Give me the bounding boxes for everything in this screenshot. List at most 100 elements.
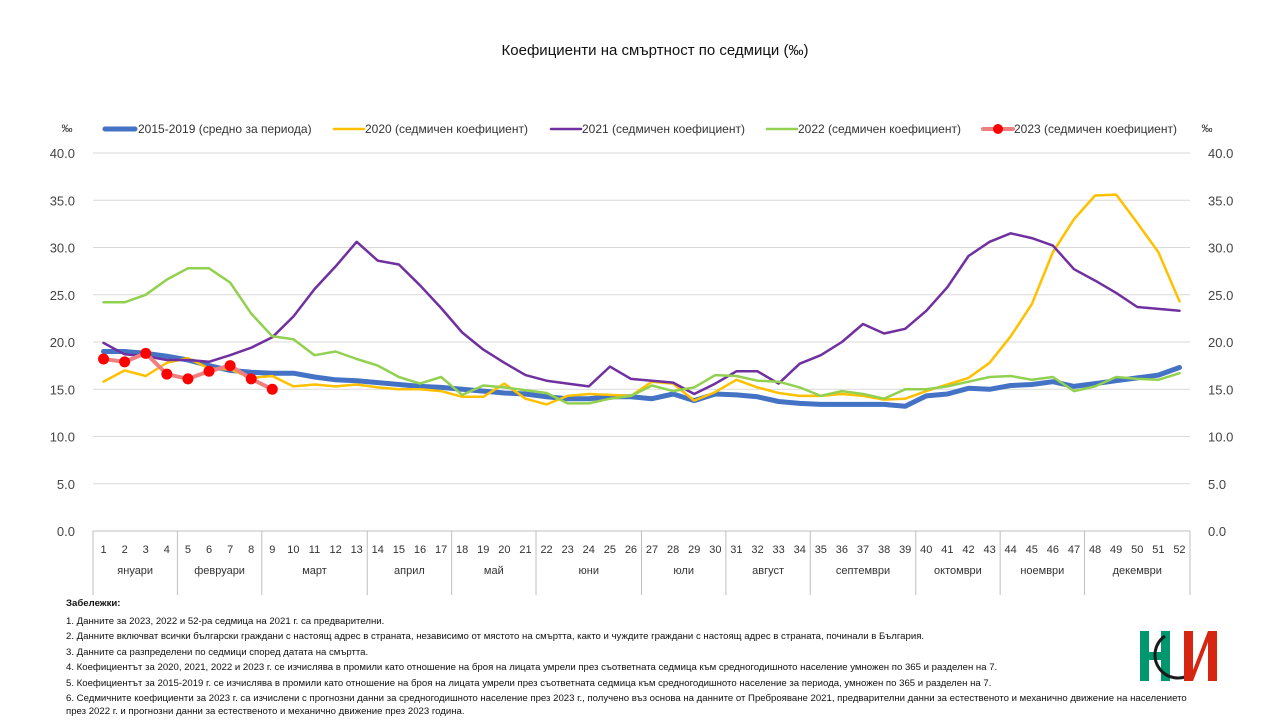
y-tick-label-left: 30.0: [50, 241, 75, 256]
month-label: февруари: [194, 565, 245, 577]
y-axis-right-unit: ‰: [1202, 123, 1213, 135]
x-tick-label: 45: [1026, 544, 1038, 556]
data-point: [266, 383, 278, 395]
note-6: 6. Седмичните коефициенти за 2023 г. са …: [66, 692, 1187, 717]
x-tick-label: 23: [562, 544, 574, 556]
month-label: септември: [836, 565, 890, 577]
x-tick-label: 42: [962, 544, 974, 556]
note-3: 3. Данните са разпределени по седмици сп…: [66, 646, 369, 658]
y-tick-label-right: 0.0: [1208, 524, 1226, 539]
y-axis-left: 0.0 5.0 10.0 15.0 20.0 25.0 30.0 35.0 40.0: [50, 146, 75, 539]
x-tick-label: 15: [393, 544, 405, 556]
y-tick-label-left: 20.0: [50, 335, 75, 350]
note-4: 4. Коефициентът за 2020, 2021, 2022 и 20…: [66, 662, 998, 674]
notes: Забележки: 1. Данните за 2023, 2022 и 52…: [66, 596, 1206, 718]
month-label: юни: [579, 565, 599, 577]
x-tick-label: 1: [100, 544, 106, 556]
month-label: декември: [1113, 565, 1162, 577]
legend-label: 2021 (седмичен коефициент): [582, 122, 745, 136]
y-tick-label-left: 5.0: [57, 477, 75, 492]
x-tick-label: 25: [604, 544, 616, 556]
legend-label: 2022 (седмичен коефициент): [798, 122, 961, 136]
x-tick-label: 41: [941, 544, 953, 556]
month-label: март: [302, 565, 327, 577]
x-tick-label: 18: [456, 544, 468, 556]
x-tick-label: 37: [857, 544, 869, 556]
legend-label: 2023 (седмичен коефициент): [1014, 122, 1177, 136]
y-tick-label-right: 15.0: [1208, 382, 1233, 397]
x-tick-label: 17: [435, 544, 447, 556]
y-tick-label-right: 20.0: [1208, 335, 1233, 350]
legend-label: 2015-2019 (средно за периода): [138, 122, 312, 136]
y-tick-label-left: 25.0: [50, 288, 75, 303]
data-point: [140, 347, 152, 359]
legend: 2015-2019 (средно за периода) 2020 (седми…: [102, 122, 1177, 136]
legend-label: 2020 (седмичен коефициент): [365, 122, 528, 136]
month-label: април: [394, 565, 425, 577]
y-tick-label-right: 35.0: [1208, 193, 1233, 208]
notes-header: Забележки:: [66, 598, 121, 609]
x-tick-label: 16: [414, 544, 426, 556]
x-tick-label: 52: [1173, 544, 1185, 556]
x-tick-label: 27: [646, 544, 658, 556]
data-point: [203, 365, 215, 377]
month-label: октомври: [934, 565, 982, 577]
month-label: август: [752, 565, 784, 577]
nsi-logo-icon: [1140, 631, 1217, 681]
y-tick-label-left: 0.0: [57, 524, 75, 539]
x-tick-label: 29: [688, 544, 700, 556]
x-tick-label: 19: [477, 544, 489, 556]
x-tick-label: 44: [1005, 544, 1017, 556]
x-tick-label: 5: [185, 544, 191, 556]
x-tick-label: 28: [667, 544, 679, 556]
data-point: [98, 353, 110, 365]
x-tick-label: 13: [351, 544, 363, 556]
y-tick-label-right: 5.0: [1208, 477, 1226, 492]
y-tick-label-right: 25.0: [1208, 288, 1233, 303]
x-tick-label: 21: [519, 544, 531, 556]
chart-title: Коефициенти на смъртност по седмици (‰): [502, 42, 809, 59]
x-tick-label: 32: [751, 544, 763, 556]
x-tick-label: 46: [1047, 544, 1059, 556]
x-tick-label: 9: [269, 544, 275, 556]
month-label: юли: [673, 565, 694, 577]
y-axis-left-unit: ‰: [62, 123, 73, 135]
month-label: май: [484, 565, 504, 577]
x-tick-label: 51: [1152, 544, 1164, 556]
x-tick-label: 47: [1068, 544, 1080, 556]
series-line-1: [102, 193, 1181, 406]
data-point: [161, 368, 173, 380]
x-tick-label: 22: [540, 544, 552, 556]
note-5: 5. Коефициентът за 2015-2019 г. се изчис…: [66, 677, 992, 689]
x-tick-label: 26: [625, 544, 637, 556]
y-tick-label-right: 30.0: [1208, 241, 1233, 256]
x-tick-label: 20: [498, 544, 510, 556]
x-tick-label: 30: [709, 544, 721, 556]
x-tick-label: 50: [1131, 544, 1143, 556]
x-tick-label: 12: [329, 544, 341, 556]
data-point: [224, 360, 236, 372]
x-tick-label: 48: [1089, 544, 1101, 556]
x-tick-label: 33: [773, 544, 785, 556]
month-label: ноември: [1020, 565, 1064, 577]
x-tick-label: 3: [143, 544, 149, 556]
gridlines: [93, 152, 1190, 532]
note-2: 2. Данните включват всички български гра…: [66, 631, 925, 643]
x-tick-label: 49: [1110, 544, 1122, 556]
x-tick-label: 39: [899, 544, 911, 556]
x-tick-label: 38: [878, 544, 890, 556]
x-tick-label: 31: [730, 544, 742, 556]
x-tick-label: 6: [206, 544, 212, 556]
y-tick-label-left: 35.0: [50, 193, 75, 208]
x-tick-label: 11: [309, 544, 320, 556]
series-line-3: [102, 267, 1181, 405]
x-tick-label: 14: [372, 544, 384, 556]
month-label: януари: [117, 565, 153, 577]
y-tick-label-right: 40.0: [1208, 146, 1233, 161]
x-tick-label: 35: [815, 544, 827, 556]
data-point: [245, 373, 257, 385]
y-tick-label-left: 10.0: [50, 430, 75, 445]
x-tick-label: 8: [248, 544, 254, 556]
x-tick-label: 7: [227, 544, 233, 556]
x-tick-label: 2: [122, 544, 128, 556]
